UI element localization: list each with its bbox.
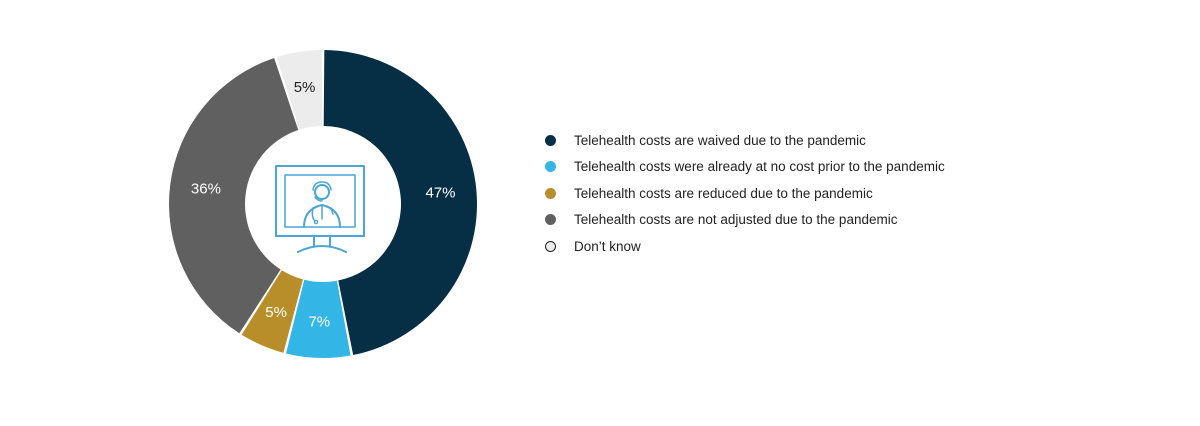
donut-slice-5 — [276, 50, 323, 130]
legend-item: Telehealth costs are waived due to the p… — [545, 127, 945, 154]
slice-label-2: 7% — [308, 313, 330, 330]
chart-legend: Telehealth costs are waived due to the p… — [545, 127, 945, 260]
donut-slice-1 — [323, 50, 477, 356]
slice-labels: 47% 7% 5% 36% 5% — [191, 79, 456, 330]
legend-label: Telehealth costs were already at no cost… — [574, 159, 945, 175]
legend-swatch — [545, 214, 556, 226]
legend-label: Telehealth costs are reduced due to the … — [574, 185, 873, 201]
slice-label-5: 5% — [294, 79, 316, 96]
legend-swatch — [545, 240, 556, 252]
legend-swatch — [545, 134, 556, 146]
legend-label: Don’t know — [574, 238, 641, 254]
slice-label-4: 36% — [191, 181, 221, 198]
legend-item: Telehealth costs were already at no cost… — [545, 154, 945, 181]
legend-item: Don’t know — [545, 233, 945, 260]
legend-swatch — [545, 161, 556, 173]
slice-label-3: 5% — [265, 304, 287, 321]
telehealth-doctor-monitor-icon — [275, 165, 365, 253]
legend-label: Telehealth costs are not adjusted due to… — [574, 212, 898, 228]
donut-slice-2 — [286, 279, 351, 359]
legend-item: Telehealth costs are reduced due to the … — [545, 180, 945, 207]
donut-slice-4 — [169, 57, 299, 334]
legend-swatch — [545, 187, 556, 199]
donut-slice-3 — [241, 270, 303, 353]
legend-label: Telehealth costs are waived due to the p… — [574, 132, 866, 148]
legend-item: Telehealth costs are not adjusted due to… — [545, 207, 945, 234]
donut-slices — [169, 50, 477, 359]
slice-label-1: 47% — [425, 184, 455, 201]
